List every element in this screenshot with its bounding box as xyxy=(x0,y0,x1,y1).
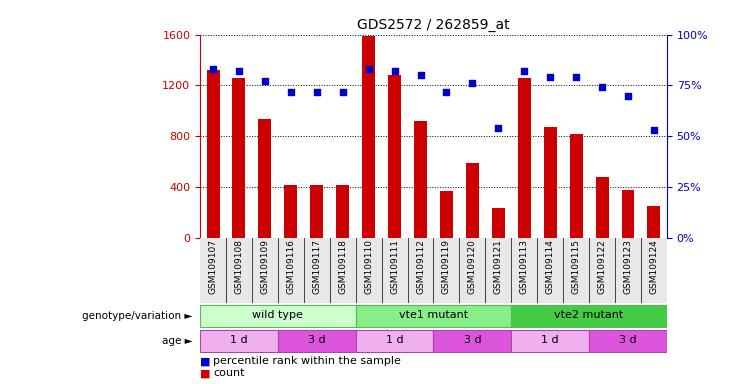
Text: vte2 mutant: vte2 mutant xyxy=(554,310,624,320)
Bar xyxy=(433,329,511,352)
Bar xyxy=(285,185,297,238)
Bar xyxy=(414,121,427,238)
Text: GSM109108: GSM109108 xyxy=(234,239,244,295)
Text: percentile rank within the sample: percentile rank within the sample xyxy=(213,356,402,366)
Text: 3 d: 3 d xyxy=(619,335,637,345)
Bar xyxy=(440,191,453,238)
Point xyxy=(440,88,452,94)
Text: GSM109116: GSM109116 xyxy=(286,239,296,295)
Text: GSM109121: GSM109121 xyxy=(494,239,503,294)
Bar xyxy=(310,185,323,238)
Text: GSM109120: GSM109120 xyxy=(468,239,477,294)
Point xyxy=(596,84,608,91)
Bar xyxy=(207,70,219,238)
Text: 1 d: 1 d xyxy=(386,335,403,345)
Text: GSM109114: GSM109114 xyxy=(545,239,555,294)
Text: 1 d: 1 d xyxy=(230,335,247,345)
Bar xyxy=(362,36,375,238)
Bar xyxy=(356,329,433,352)
Point xyxy=(285,88,296,94)
Point xyxy=(518,68,530,74)
Bar xyxy=(336,185,349,238)
Text: age ►: age ► xyxy=(162,336,193,346)
Bar xyxy=(492,207,505,238)
Bar xyxy=(200,329,278,352)
Bar xyxy=(596,177,608,238)
Text: ■: ■ xyxy=(200,356,210,366)
Bar xyxy=(511,329,589,352)
Point xyxy=(207,66,219,72)
Point xyxy=(544,74,556,80)
Text: GSM109115: GSM109115 xyxy=(571,239,581,295)
Text: count: count xyxy=(213,368,245,379)
Point xyxy=(415,72,427,78)
Text: GSM109117: GSM109117 xyxy=(312,239,322,295)
Bar xyxy=(544,127,556,238)
Text: GSM109111: GSM109111 xyxy=(390,239,399,295)
Bar xyxy=(622,190,634,238)
Text: GSM109112: GSM109112 xyxy=(416,239,425,294)
Text: GSM109119: GSM109119 xyxy=(442,239,451,295)
Point xyxy=(648,127,659,133)
Point xyxy=(311,88,323,94)
Point xyxy=(233,68,245,74)
Text: GSM109122: GSM109122 xyxy=(597,239,607,294)
Bar xyxy=(233,78,245,238)
Bar xyxy=(356,305,511,327)
Bar xyxy=(388,75,401,238)
Text: GSM109110: GSM109110 xyxy=(364,239,373,295)
Bar xyxy=(278,329,356,352)
Point xyxy=(336,88,348,94)
Point xyxy=(467,80,479,86)
Text: GSM109109: GSM109109 xyxy=(260,239,270,295)
Text: 3 d: 3 d xyxy=(308,335,325,345)
Bar xyxy=(466,163,479,238)
Text: GSM109113: GSM109113 xyxy=(519,239,529,295)
Text: GSM109123: GSM109123 xyxy=(623,239,633,294)
Bar xyxy=(511,305,667,327)
Point xyxy=(570,74,582,80)
Text: 3 d: 3 d xyxy=(464,335,481,345)
Bar xyxy=(648,206,660,238)
Bar xyxy=(589,329,667,352)
Point xyxy=(388,68,400,74)
Point xyxy=(622,93,634,99)
Text: GSM109124: GSM109124 xyxy=(649,239,659,294)
Text: genotype/variation ►: genotype/variation ► xyxy=(82,311,193,321)
Text: wild type: wild type xyxy=(253,310,303,320)
Text: ■: ■ xyxy=(200,368,210,379)
Text: GSM109118: GSM109118 xyxy=(338,239,348,295)
Bar xyxy=(518,78,531,238)
Bar xyxy=(259,119,271,238)
Point xyxy=(362,66,374,72)
Text: GSM109107: GSM109107 xyxy=(208,239,218,295)
Bar xyxy=(200,305,356,327)
Point xyxy=(492,125,504,131)
Text: 1 d: 1 d xyxy=(542,335,559,345)
Bar xyxy=(570,134,582,238)
Text: vte1 mutant: vte1 mutant xyxy=(399,310,468,320)
Title: GDS2572 / 262859_at: GDS2572 / 262859_at xyxy=(357,18,510,32)
Point xyxy=(259,78,271,84)
